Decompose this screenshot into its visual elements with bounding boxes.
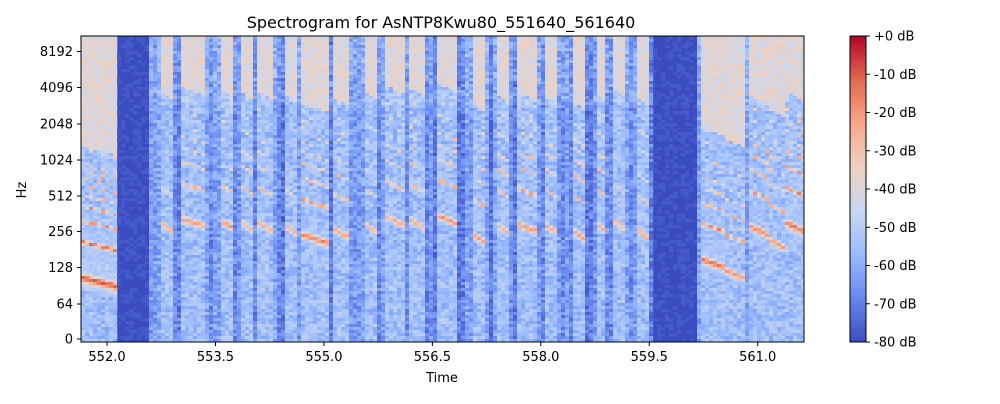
colorbar-tick-label: -50 dB [874,221,917,236]
colorbar-tick-label: +0 dB [874,30,914,45]
colorbar-tick-label: -60 dB [874,259,917,274]
colorbar-gradient [850,36,866,342]
y-tick-label: 2048 [40,118,73,133]
y-tick-label: 0 [65,333,73,348]
y-tick-label: 4096 [40,81,73,96]
colorbar-ticks: +0 dB -10 dB -20 dB -30 dB -40 dB -50 dB -60 d… [866,30,917,351]
x-axis: 552.0 553.5 555.0 556.5 558.0 559.5 561.0 [88,342,776,365]
x-tick-label: 553.5 [197,350,234,365]
colorbar-tick-label: -20 dB [874,106,917,121]
y-tick-label: 64 [56,298,73,313]
x-tick-label: 552.0 [88,350,125,365]
x-tick-label: 558.0 [522,350,559,365]
colorbar: +0 dB -10 dB -20 dB -30 dB -40 dB -50 dB -60 d… [850,30,917,351]
y-tick-label: 8192 [40,45,73,60]
colorbar-tick-label: -40 dB [874,183,917,198]
y-tick-label: 1024 [40,154,73,169]
x-axis-label: Time [425,371,458,386]
y-tick-label: 512 [48,190,73,205]
x-tick-label: 561.0 [739,350,776,365]
chart-title: Spectrogram for AsNTP8Kwu80_551640_56164… [247,13,636,33]
plot-area [81,36,805,342]
colorbar-tick-label: -80 dB [874,336,917,351]
x-tick-label: 555.0 [305,350,342,365]
y-axis: 0 64 128 256 512 1024 2048 4096 8192 [40,45,81,348]
colorbar-tick-label: -30 dB [874,144,917,159]
colorbar-tick-label: -10 dB [874,68,917,83]
y-axis-label: Hz [15,182,30,199]
y-tick-label: 128 [48,261,73,276]
x-tick-label: 559.5 [631,350,668,365]
colorbar-tick-label: -70 dB [874,297,917,312]
y-tick-label: 256 [48,225,73,240]
x-tick-label: 556.5 [414,350,451,365]
